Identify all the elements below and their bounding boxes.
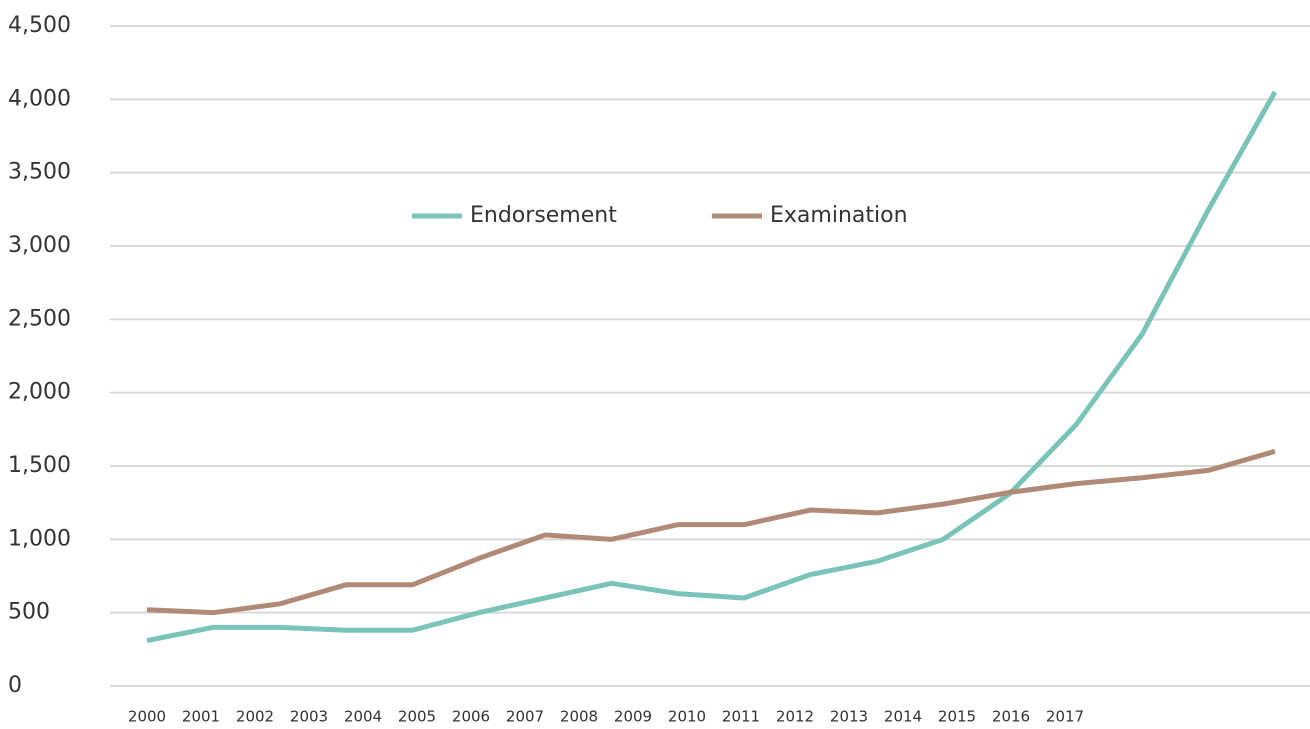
y-tick-label: 2,500 (8, 306, 71, 331)
y-tick-label: 1,000 (8, 526, 71, 551)
series-line (146, 90, 1278, 643)
x-tick-label: 2012 (776, 708, 814, 726)
y-tick-label: 3,500 (8, 160, 71, 185)
x-tick-label: 2000 (128, 708, 166, 726)
x-tick-label: 2009 (614, 708, 652, 726)
legend-label: Examination (770, 203, 908, 228)
x-tick-label: 2010 (668, 708, 706, 726)
series-line (146, 448, 1276, 616)
x-tick-label: 2013 (830, 708, 868, 726)
y-tick-label: 2,000 (8, 380, 71, 405)
x-tick-label: 2016 (992, 708, 1030, 726)
legend-label: Endorsement (470, 203, 617, 228)
y-tick-label: 4,000 (8, 86, 71, 111)
y-tick-label: 0 (8, 673, 22, 698)
y-tick-label: 500 (8, 600, 50, 625)
x-tick-label: 2003 (290, 708, 328, 726)
x-tick-label: 2017 (1046, 708, 1084, 726)
x-tick-label: 2002 (236, 708, 274, 726)
y-tick-label: 3,000 (8, 233, 71, 258)
x-tick-label: 2011 (722, 708, 760, 726)
x-tick-label: 2006 (452, 708, 490, 726)
x-tick-label: 2015 (938, 708, 976, 726)
x-tick-label: 2014 (884, 708, 922, 726)
x-tick-label: 2001 (182, 708, 220, 726)
x-tick-label: 2004 (344, 708, 382, 726)
x-tick-label: 2007 (506, 708, 544, 726)
y-tick-label: 4,500 (8, 13, 71, 38)
y-tick-label: 1,500 (8, 453, 71, 478)
x-tick-label: 2005 (398, 708, 436, 726)
x-tick-label: 2008 (560, 708, 598, 726)
